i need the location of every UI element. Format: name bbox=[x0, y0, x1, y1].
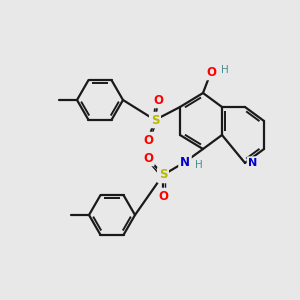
Text: O: O bbox=[143, 152, 153, 164]
Text: O: O bbox=[206, 65, 216, 79]
Text: O: O bbox=[143, 134, 153, 146]
Text: H: H bbox=[195, 160, 203, 170]
Text: O: O bbox=[153, 94, 163, 106]
Text: N: N bbox=[248, 158, 258, 168]
Text: N: N bbox=[180, 155, 190, 169]
Text: S: S bbox=[151, 113, 159, 127]
Text: H: H bbox=[221, 65, 229, 75]
Text: S: S bbox=[159, 169, 167, 182]
Text: O: O bbox=[158, 190, 168, 202]
